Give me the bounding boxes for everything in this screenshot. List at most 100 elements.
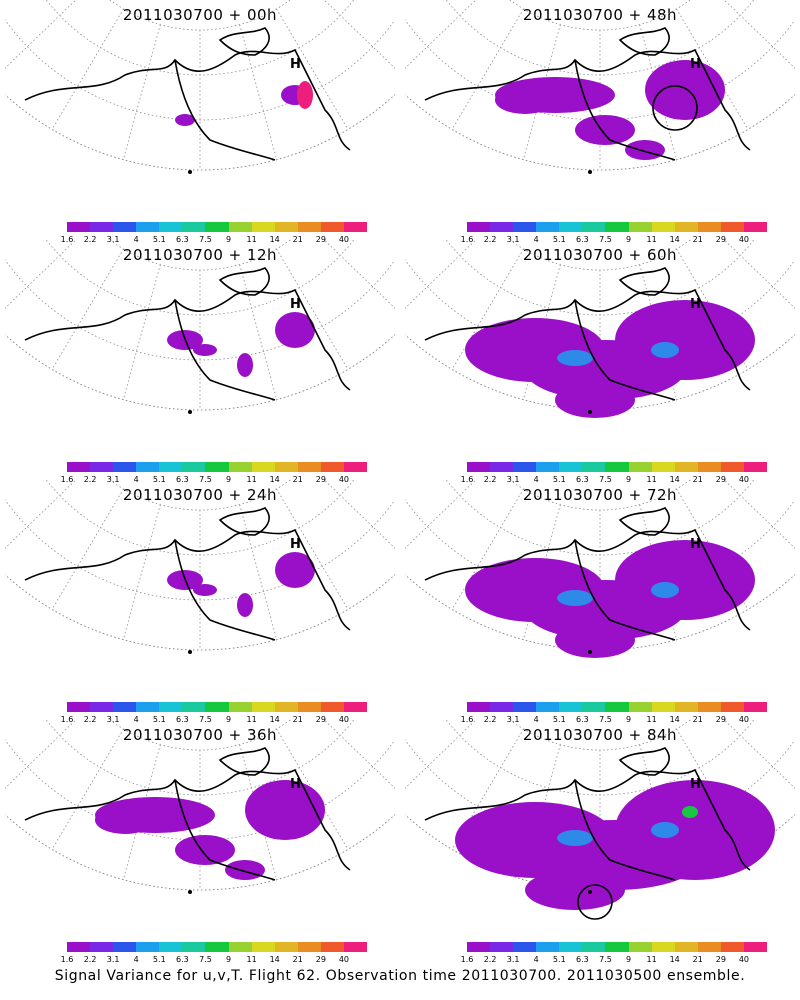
map-panel: 2011030700 + 84h H 1.6 2.2 3.1 4 5.1 6.3 7.5 9 11 1…	[405, 720, 795, 965]
longitude-line	[122, 264, 161, 400]
colorbar-swatch	[90, 462, 114, 472]
colorbar-tick-label: 5.1	[552, 475, 566, 484]
polar-map: H	[405, 0, 795, 174]
latitude-line	[109, 240, 291, 271]
longitude-line	[723, 480, 795, 549]
colorbar-swatch	[274, 942, 298, 952]
colorbar-tick-label: 21	[292, 715, 303, 724]
colorbar-swatch	[582, 942, 606, 952]
longitude-line	[451, 488, 524, 610]
colorbar-tick-label: 5.1	[152, 955, 166, 964]
longitude-line	[723, 240, 795, 309]
colorbar-swatch	[467, 222, 491, 232]
colorbar-swatch	[113, 462, 137, 472]
latitude-line	[109, 0, 291, 31]
longitude-line	[5, 720, 68, 739]
variance-region	[651, 582, 679, 598]
colorbar-tick-label: 1.6	[460, 235, 474, 244]
longitude-line	[522, 24, 561, 160]
colorbar-tick-label: 2.2	[483, 955, 497, 964]
longitude-line	[239, 744, 278, 880]
colorbar-tick-label: 2.2	[83, 475, 97, 484]
colorbar-swatch	[674, 702, 698, 712]
colorbar-swatch	[67, 222, 91, 232]
longitude-line	[405, 720, 468, 739]
colorbar-swatch	[136, 942, 160, 952]
colorbar-tick-label: 2.2	[83, 715, 97, 724]
colorbar-swatch	[697, 462, 721, 472]
longitude-line	[332, 480, 395, 499]
colorbar-swatch	[297, 942, 321, 952]
coastline	[574, 539, 676, 641]
colorbar-ticks: 1.6 2.2 3.1 4 5.1 6.3 7.5 9 11 14 21 29 40	[61, 955, 367, 965]
latitude-line	[445, 480, 755, 556]
polar-map: H	[405, 720, 795, 920]
colorbar-swatch	[490, 702, 514, 712]
variance-field	[175, 81, 313, 126]
colorbar-tick-label: 40	[338, 475, 350, 484]
island-marker: H	[290, 57, 301, 72]
colorbar-swatch	[343, 222, 368, 232]
colorbar-swatch	[605, 222, 629, 232]
colorbar-tick-label: 40	[338, 955, 350, 964]
variance-region	[225, 860, 265, 880]
variance-region	[193, 584, 217, 596]
colorbar-tick-label: 9	[225, 715, 232, 724]
coastline	[424, 48, 751, 151]
variance-region	[557, 590, 593, 606]
latitude-line	[5, 19, 395, 121]
variance-region	[625, 140, 665, 160]
latitude-line	[45, 0, 355, 76]
colorbar-swatch	[182, 942, 206, 952]
colorbar-swatch	[536, 942, 560, 952]
variance-field	[495, 60, 725, 160]
coastline	[424, 768, 751, 871]
colorbar-swatch	[159, 702, 183, 712]
variance-region	[615, 300, 755, 380]
colorbar-tick-label: 40	[738, 475, 750, 484]
colorbar-swatch	[343, 942, 368, 952]
longitude-line	[405, 240, 468, 259]
colorbar-swatch	[467, 702, 491, 712]
variance-field	[465, 540, 755, 658]
colorbar-tick-label: 1.6	[60, 475, 74, 484]
colorbar-swatch	[743, 702, 768, 712]
colorbar-swatch	[674, 222, 698, 232]
colorbar-ticks: 1.6 2.2 3.1 4 5.1 6.3 7.5 9 11 14 21 29 40	[461, 475, 767, 485]
colorbar-tick-label: 14	[269, 235, 280, 244]
longitude-line	[5, 0, 68, 19]
polar-map: H	[5, 240, 395, 414]
map-panel: 2011030700 + 24h H 1.6 2.2 3.1 4 5.1 6.3 7.5 9 11 1…	[5, 480, 395, 725]
colorbar-tick-label: 40	[738, 715, 750, 724]
colorbar-swatch	[651, 462, 675, 472]
longitude-line	[51, 8, 124, 130]
colorbar-swatch	[113, 702, 137, 712]
longitude-line	[122, 24, 161, 160]
variance-region	[237, 353, 253, 377]
longitude-line	[323, 720, 395, 789]
colorbar-tick-label: 7.5	[199, 235, 212, 244]
longitude-line	[676, 8, 749, 130]
colorbar-swatch	[697, 222, 721, 232]
longitude-line	[5, 480, 77, 549]
island-dot	[188, 410, 192, 414]
colorbar-tick-label: 11	[646, 955, 657, 964]
longitude-line	[405, 0, 477, 69]
colorbar-tick-label: 9	[225, 235, 232, 244]
colorbar-tick-label: 5.1	[152, 235, 166, 244]
latitude-line	[445, 0, 755, 76]
colorbar-swatch	[582, 222, 606, 232]
colorbar-tick-label: 4	[533, 715, 539, 724]
colorbar-tick-label: 14	[269, 955, 280, 964]
colorbar-swatch	[628, 942, 652, 952]
colorbar-swatch	[182, 462, 206, 472]
longitude-line	[122, 744, 161, 880]
colorbar-tick-label: 29	[315, 475, 326, 484]
colorbar-tick-label: 9	[625, 955, 632, 964]
colorbar-tick-label: 21	[292, 955, 303, 964]
map-boundary	[5, 94, 395, 171]
panel-title: 2011030700 + 24h	[122, 486, 278, 504]
colorbar-tick-label: 21	[692, 955, 703, 964]
longitude-line	[51, 728, 124, 850]
colorbar-swatch	[113, 222, 137, 232]
